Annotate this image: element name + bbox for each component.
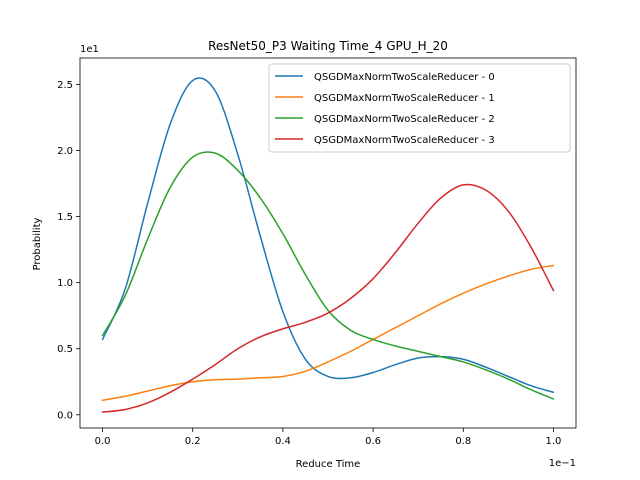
x-tick-label: 0.0 <box>95 436 111 447</box>
x-axis-ticks: 0.0 0.2 0.4 0.6 0.8 1.0 <box>95 428 562 447</box>
series-line-0 <box>101 77 555 394</box>
plot-frame <box>79 57 577 429</box>
x-tick-label: 1.0 <box>546 436 562 447</box>
legend-items: QSGDMaxNormTwoScaleReducer - 0 QSGDMaxNor… <box>275 72 495 146</box>
y-tick-label: 0.5 <box>57 344 73 355</box>
y-tick-label: 0.0 <box>57 410 73 421</box>
x-tick-label: 0.8 <box>455 436 471 447</box>
y-axis-label: Probability <box>32 217 43 270</box>
x-axis-label: Reduce Time <box>296 459 361 470</box>
y-tick-label: 1.5 <box>57 212 73 223</box>
series-line-2 <box>101 151 555 400</box>
y-tick-label: 2.0 <box>57 146 73 157</box>
series-lines <box>101 77 555 413</box>
x-tick-label: 0.2 <box>185 436 201 447</box>
legend: QSGDMaxNormTwoScaleReducer - 0 QSGDMaxNor… <box>268 63 571 153</box>
series-line-1 <box>101 264 555 401</box>
y-offset-text: 1e1 <box>80 44 99 55</box>
y-axis-ticks: 0.0 0.5 1.0 1.5 2.0 2.5 <box>57 80 80 421</box>
legend-label-1: QSGDMaxNormTwoScaleReducer - 1 <box>314 93 495 104</box>
x-tick-label: 0.6 <box>365 436 381 447</box>
legend-label-3: QSGDMaxNormTwoScaleReducer - 3 <box>314 135 495 146</box>
y-tick-label: 2.5 <box>57 80 73 91</box>
chart-title: ResNet50_P3 Waiting Time_4 GPU_H_20 <box>208 39 448 53</box>
y-tick-label: 1.0 <box>57 278 73 289</box>
series-line-3 <box>101 183 555 413</box>
x-tick-label: 0.4 <box>275 436 291 447</box>
legend-label-2: QSGDMaxNormTwoScaleReducer - 2 <box>314 114 495 125</box>
legend-box <box>268 63 571 153</box>
x-offset-text: 1e−1 <box>549 458 576 469</box>
legend-label-0: QSGDMaxNormTwoScaleReducer - 0 <box>314 72 495 83</box>
